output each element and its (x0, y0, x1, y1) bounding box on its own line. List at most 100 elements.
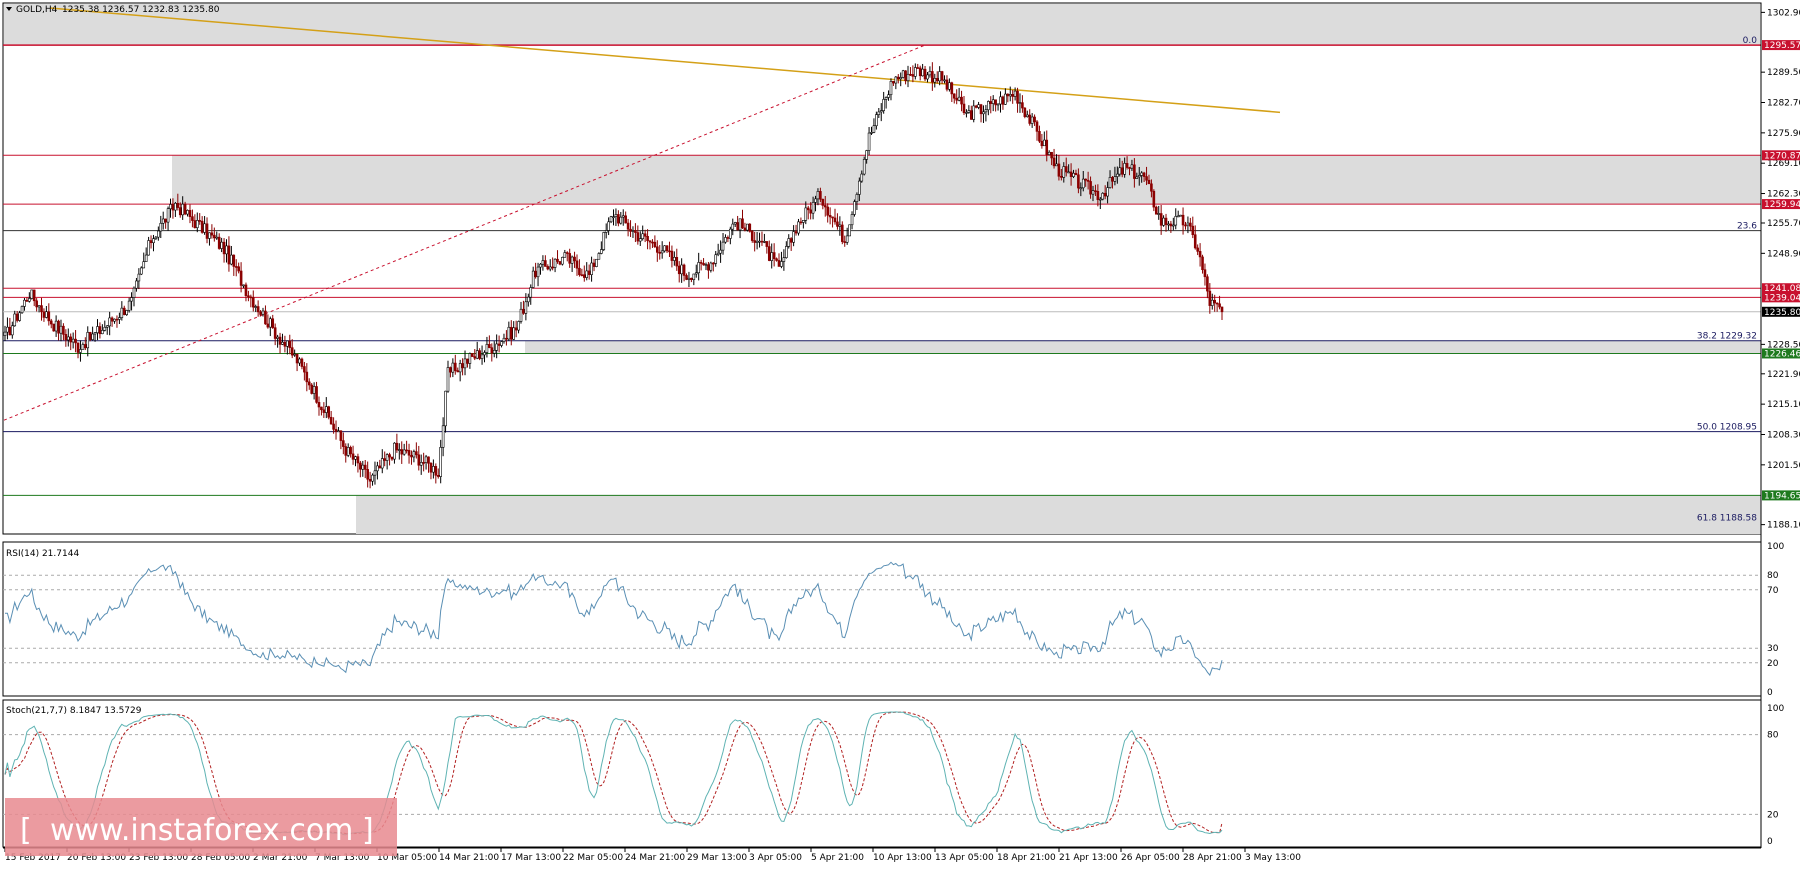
candle-body (595, 258, 598, 267)
time-tick-label: 3 May 13:00 (1245, 853, 1301, 863)
candle-body (373, 470, 377, 476)
candle-body (32, 289, 36, 302)
candle-body (251, 297, 255, 308)
candle-body (527, 296, 530, 303)
candle-body (945, 79, 949, 90)
candle-body (519, 308, 523, 322)
candle-body (339, 430, 343, 441)
price-tick-label: 1289.50 (1767, 68, 1800, 78)
stochastic-axis-label: 80 (1767, 731, 1779, 741)
candle-body (91, 333, 94, 340)
header-symbol: GOLD,H4 (16, 5, 58, 15)
candle-body (1101, 192, 1105, 200)
candle-body (217, 236, 221, 249)
candle-body (1072, 172, 1075, 177)
candle-body (1135, 176, 1139, 179)
candle-body (1064, 166, 1068, 173)
candle-body (407, 450, 411, 456)
candle-body (875, 114, 878, 127)
candle-body (1147, 179, 1151, 185)
candle-body (556, 258, 559, 262)
candle-body (889, 81, 893, 96)
candle-body (239, 270, 243, 286)
candle-body (894, 76, 898, 84)
candle-body (1069, 171, 1073, 177)
candle-body (227, 245, 231, 265)
candle-body (965, 112, 968, 114)
candle-body (434, 466, 438, 476)
candle-body (137, 273, 141, 282)
candle-body (923, 68, 927, 80)
candle-body (178, 207, 182, 216)
candle-body (444, 390, 447, 427)
candle-body (775, 258, 778, 261)
candle-body (853, 201, 856, 215)
candle-body (879, 110, 883, 113)
candle-body (809, 209, 812, 214)
price-tag-label: 1259.94 (1764, 200, 1800, 210)
rsi-axis-label: 30 (1767, 644, 1779, 654)
candle-body (707, 264, 710, 271)
candle-body (376, 465, 379, 472)
candle-body (967, 110, 971, 113)
price-tag-background (1762, 292, 1800, 303)
candle-body (300, 358, 304, 367)
candle-body (249, 296, 253, 299)
candle-body (3, 331, 7, 336)
price-tag-background (1762, 199, 1800, 210)
candle-body (395, 442, 399, 451)
candle-body (948, 82, 951, 90)
candle-body (1001, 96, 1005, 105)
candle-body (685, 275, 688, 280)
candle-body (1040, 140, 1044, 147)
candle-body (726, 237, 730, 239)
candle-body (400, 449, 404, 455)
candle-body (405, 449, 408, 452)
price-tick-label: 1302.90 (1767, 8, 1800, 18)
price-tag-background (1762, 283, 1800, 294)
candle-body (697, 262, 700, 274)
candle-body (1208, 290, 1212, 306)
candle-body (638, 238, 642, 242)
candle-body (819, 191, 822, 200)
candle-body (181, 203, 184, 216)
candle-body (8, 326, 12, 336)
candle-body (899, 77, 903, 80)
candle-body (1140, 172, 1143, 176)
candle-body (838, 224, 842, 227)
rsi-axis: 100 80 70 30 20 0 (1767, 542, 1784, 698)
candle-body (656, 246, 659, 253)
candle-body (88, 332, 92, 340)
candle-body (687, 277, 691, 280)
candle-body (926, 74, 929, 80)
candle-body (378, 465, 382, 469)
candle-body (1008, 94, 1012, 97)
candle-body (1035, 121, 1039, 132)
candle-body (1172, 224, 1175, 227)
candle-body (653, 241, 657, 248)
candle-body (20, 306, 24, 314)
candle-body (1201, 256, 1204, 271)
candle-body (631, 230, 635, 232)
candle-body (1111, 177, 1114, 182)
candle-body (1193, 234, 1197, 249)
candle-body (597, 253, 601, 260)
symbol-dropdown-icon[interactable] (6, 7, 12, 11)
candle-body (617, 214, 620, 224)
candle-body (383, 458, 387, 461)
candle-body (307, 381, 311, 386)
candle-body (329, 416, 333, 425)
candle-body (565, 252, 569, 254)
candle-body (609, 216, 613, 223)
support-zone (525, 340, 1761, 354)
stochastic-title: Stoch(21,7,7) 8.1847 13.5729 (6, 706, 142, 716)
candle-body (122, 307, 126, 315)
candle-body (777, 260, 781, 267)
rsi-axis-label: 20 (1767, 659, 1779, 669)
candle-body (909, 73, 912, 76)
candle-body (514, 327, 518, 331)
candle-body (30, 289, 34, 299)
candle-body (57, 320, 60, 334)
candle-body (96, 326, 99, 334)
candle-body (1145, 176, 1148, 181)
